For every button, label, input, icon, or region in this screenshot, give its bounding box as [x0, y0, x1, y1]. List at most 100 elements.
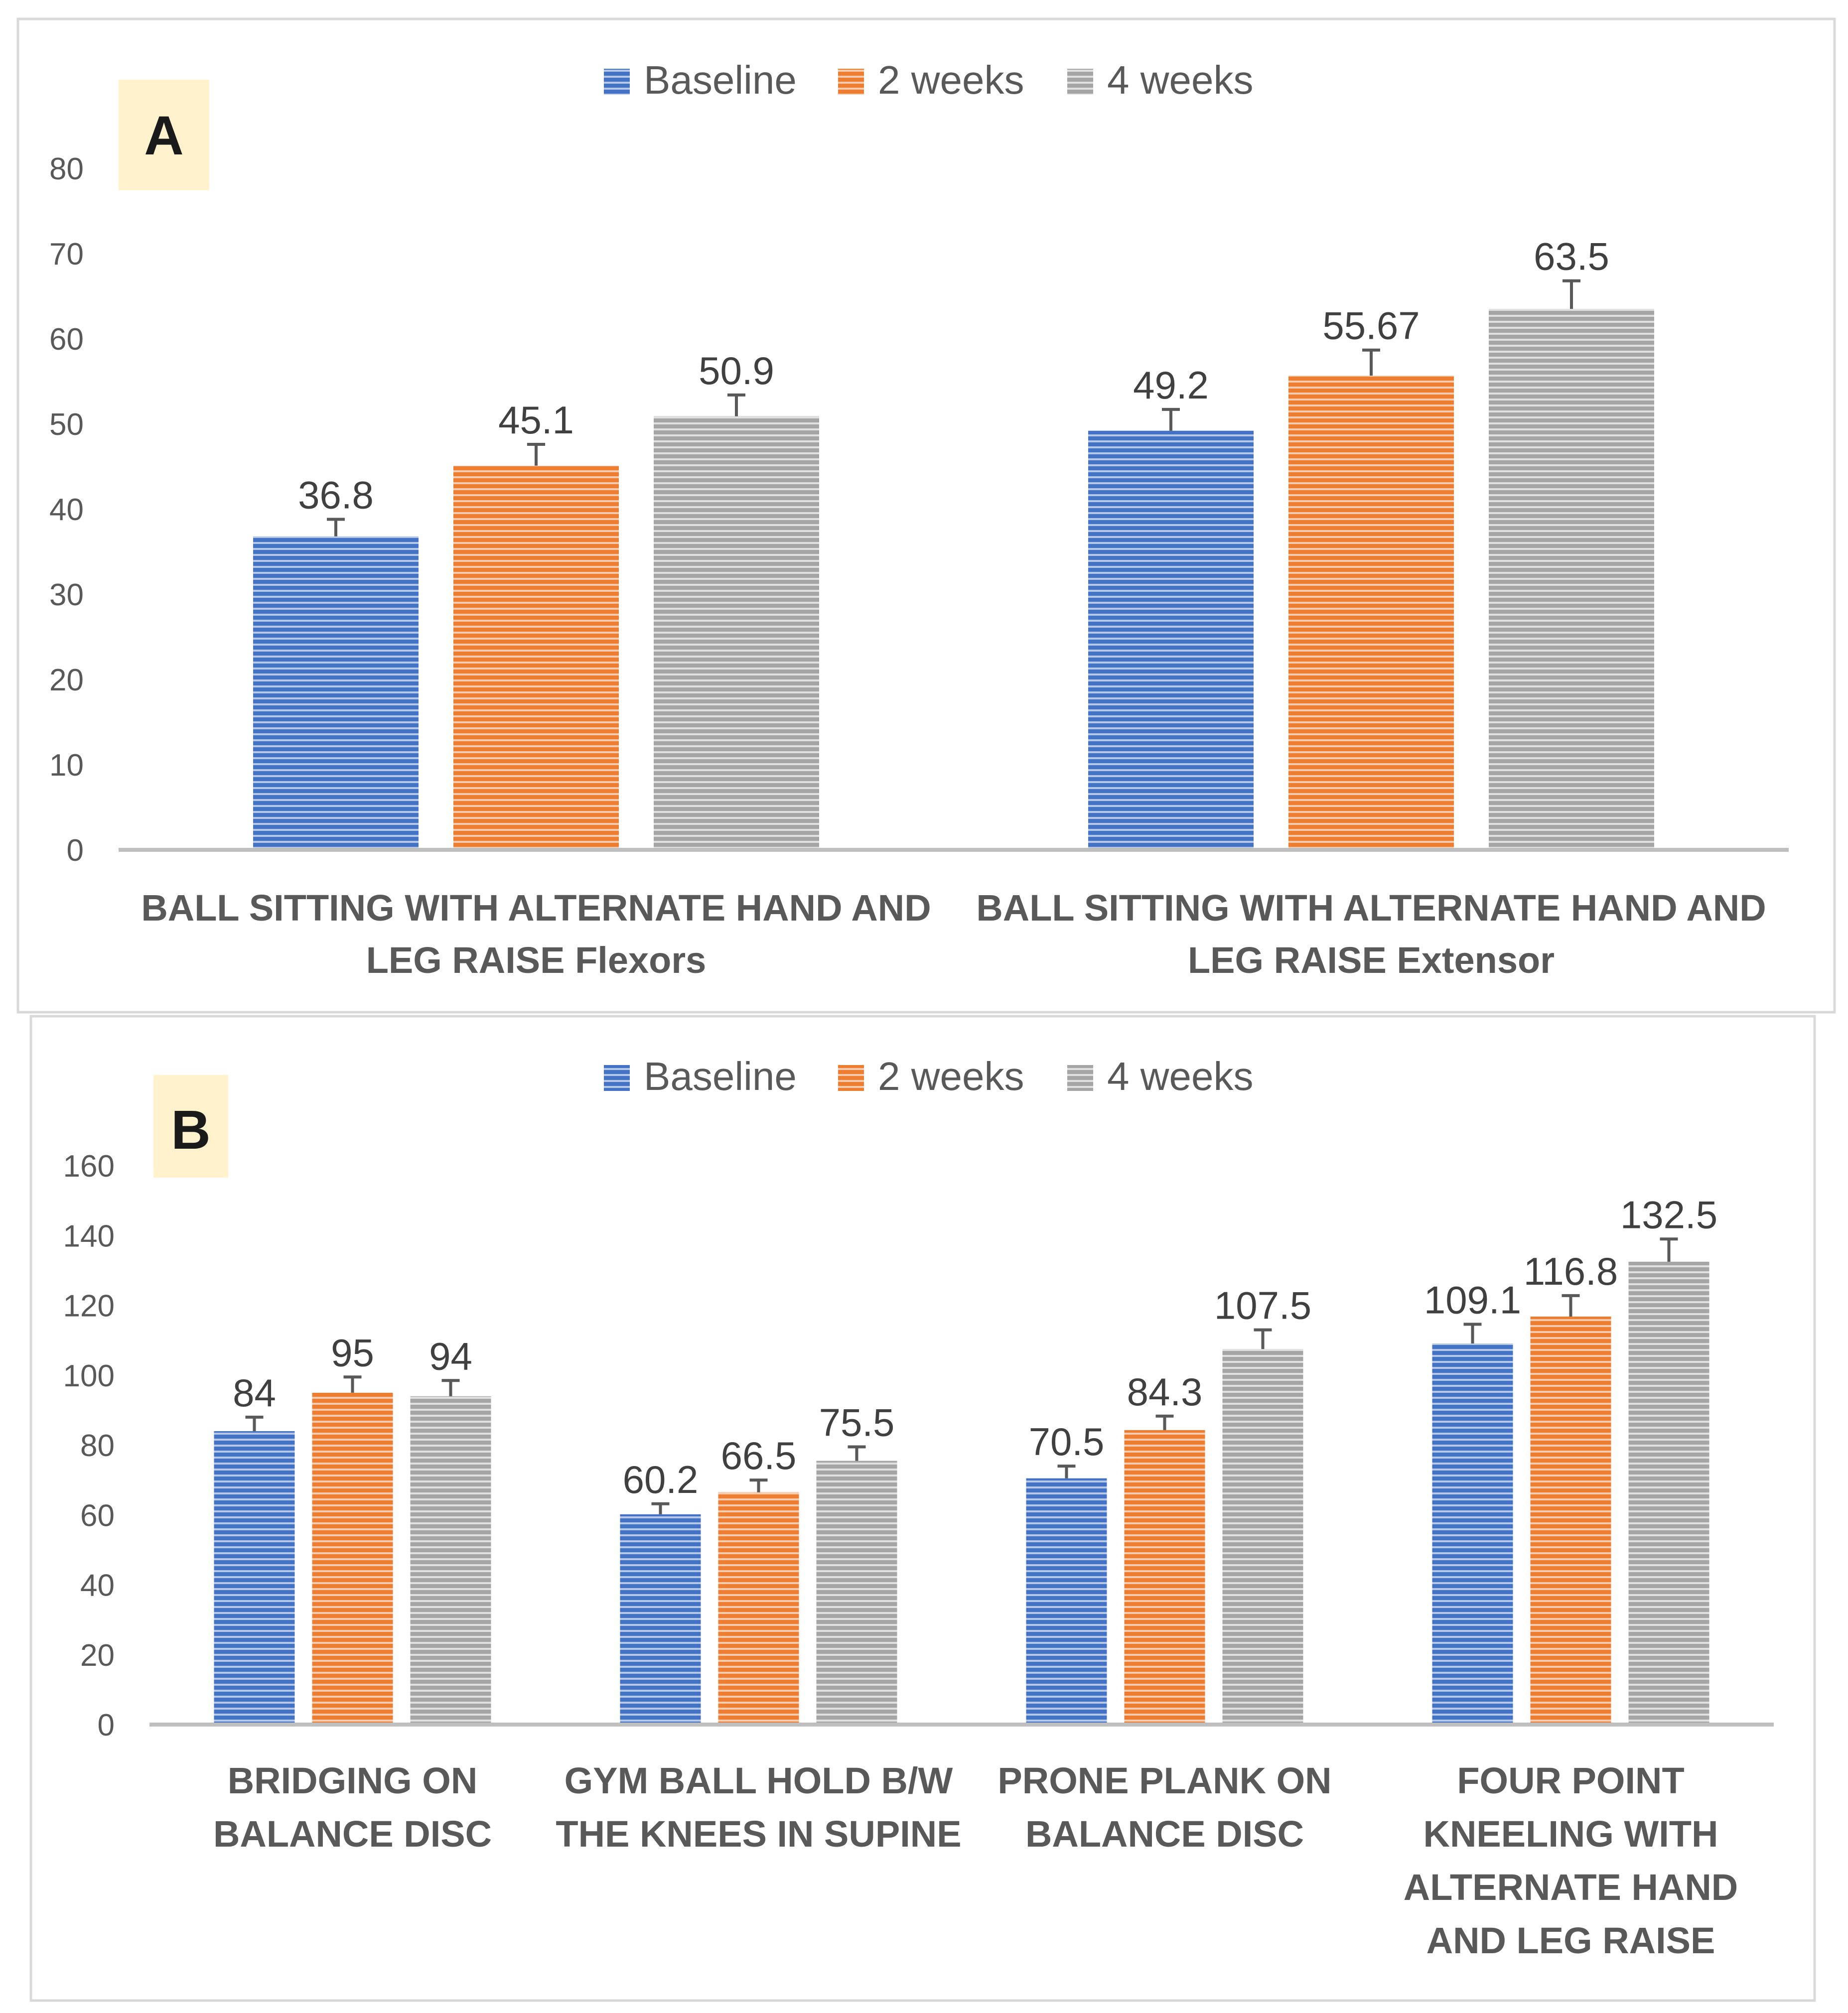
- panel-b-bar-baseline: [1432, 1343, 1513, 1725]
- panel-b-bar-2-weeks: [1124, 1430, 1205, 1725]
- panel-a-data-label: 45.1: [498, 398, 574, 442]
- panel-b-ytick-label: 80: [80, 1429, 115, 1463]
- panel-b-bar-4-weeks: [816, 1461, 897, 1725]
- panel-b-legend-label-2-weeks: 2 weeks: [878, 1054, 1024, 1098]
- panel-b-data-label: 107.5: [1214, 1284, 1311, 1328]
- panel-b-data-label: 84.3: [1127, 1370, 1203, 1414]
- panel-a-data-label: 63.5: [1534, 235, 1609, 278]
- panel-b-category-label: GYM BALL HOLD B/W THE KNEES IN SUPINE: [556, 1760, 961, 1855]
- panel-b-ytick-label: 40: [80, 1569, 115, 1603]
- panel-a-bar-baseline: [1088, 430, 1254, 850]
- panel-a-legend-swatch-4-weeks: [1067, 69, 1093, 95]
- panel-b-ytick-label: 160: [63, 1149, 115, 1184]
- panel-b-bar-4-weeks: [1222, 1349, 1303, 1725]
- panel-b-legend-label-baseline: Baseline: [644, 1054, 797, 1098]
- panel-b-error-bar: [1660, 1237, 1678, 1262]
- panel-b-error-bar: [245, 1415, 264, 1431]
- panel-b-error-bar: [1562, 1294, 1580, 1317]
- panel-b-error-bar: [441, 1379, 460, 1396]
- panel-b-bar-baseline: [1026, 1478, 1107, 1725]
- panel-a-ytick-label: 0: [67, 833, 84, 868]
- panel-b-bar-4-weeks: [410, 1396, 491, 1725]
- panel-b: Baseline 2 weeks 4 weeks B 0 20 40 60 80 100 120…: [29, 1015, 1816, 2002]
- panel-b-bar-baseline: [214, 1431, 295, 1725]
- panel-b-plot: 0 20 40 60 80 100 120 140 160 84 95 94 BRIDGING ON BA…: [63, 1149, 1774, 1961]
- panel-a-legend: Baseline 2 weeks 4 weeks: [604, 58, 1253, 102]
- panel-b-ytick-label: 0: [98, 1708, 115, 1743]
- panel-b-error-bar: [848, 1445, 866, 1461]
- panel-b-bar-2-weeks: [312, 1392, 393, 1725]
- panel-b-label: B: [171, 1099, 210, 1161]
- panel-b-ytick-label: 100: [63, 1359, 115, 1393]
- panel-b-category-label: PRONE PLANK ON BALANCE DISC: [997, 1760, 1331, 1855]
- panel-b-bar-4-weeks: [1628, 1261, 1709, 1725]
- panel-b-category-label: FOUR POINT KNEELING WITH ALTERNATE HAND AND…: [1404, 1760, 1738, 1961]
- panel-a-error-bar: [1162, 407, 1180, 431]
- panel-a-ytick-label: 50: [49, 407, 84, 442]
- panel-b-data-label: 84: [233, 1371, 276, 1415]
- panel-a-category-label: BALL SITTING WITH ALTERNATE HAND AND LEG …: [141, 887, 931, 981]
- panel-b-data-label: 66.5: [721, 1434, 797, 1477]
- panel-a-category-label: BALL SITTING WITH ALTERNATE HAND AND LEG …: [976, 887, 1766, 981]
- panel-a-legend-swatch-2-weeks: [838, 69, 864, 95]
- panel-a-legend-swatch-baseline: [604, 69, 630, 95]
- panel-b-error-bar: [343, 1375, 362, 1393]
- panel-b-data-label: 95: [331, 1331, 374, 1374]
- panel-b-data-label: 94: [429, 1334, 472, 1378]
- panel-a-ytick-label: 40: [49, 493, 84, 527]
- panel-b-ytick-label: 60: [80, 1498, 115, 1533]
- panel-a: Baseline 2 weeks 4 weeks A 0 10 20 30 40 50 60 70…: [16, 17, 1836, 1014]
- panel-a-bar-4-weeks: [1489, 309, 1654, 850]
- panel-a-error-bar: [327, 518, 345, 537]
- panel-a-label: A: [144, 105, 183, 166]
- panel-b-bar-baseline: [620, 1514, 701, 1725]
- panel-b-error-bar: [1057, 1465, 1076, 1478]
- panel-b-label-box: [153, 1075, 228, 1178]
- panel-b-error-bar: [651, 1502, 670, 1514]
- panel-b-data-label: 116.8: [1524, 1249, 1618, 1293]
- panel-a-ytick-label: 20: [49, 663, 84, 697]
- panel-a-bar-4-weeks: [654, 416, 819, 850]
- panel-a-bar-2-weeks: [453, 465, 619, 850]
- panel-b-data-label: 75.5: [819, 1401, 895, 1445]
- panel-b-ytick-label: 120: [63, 1289, 115, 1324]
- panel-b-error-bar: [1254, 1328, 1272, 1349]
- panel-a-legend-label-baseline: Baseline: [644, 58, 797, 102]
- panel-a-error-bar: [727, 393, 745, 416]
- panel-a-error-bar: [1362, 348, 1380, 376]
- panel-b-ytick-label: 140: [63, 1219, 115, 1253]
- panel-a-data-label: 55.67: [1322, 304, 1420, 348]
- panel-b-data-label: 109.1: [1424, 1278, 1521, 1322]
- panel-b-error-bar: [1463, 1323, 1482, 1343]
- panel-a-plot: 0 10 20 30 40 50 60 70 80 36.8 45.1 50.9 BALL SITTIN…: [49, 152, 1789, 981]
- panel-b-data-label: 132.5: [1620, 1193, 1717, 1236]
- panel-b-data-label: 60.2: [623, 1458, 699, 1501]
- panel-b-legend: Baseline 2 weeks 4 weeks: [604, 1054, 1253, 1098]
- panel-b-ytick-label: 20: [80, 1638, 115, 1673]
- panel-b-bar-2-weeks: [1530, 1316, 1611, 1725]
- panel-a-data-label: 36.8: [298, 473, 374, 517]
- panel-a-error-bar: [527, 443, 545, 466]
- panel-a-data-label: 50.9: [699, 349, 774, 393]
- panel-a-bar-baseline: [253, 536, 419, 850]
- panel-b-legend-swatch-2-weeks: [838, 1065, 864, 1091]
- panel-a-ytick-label: 30: [49, 578, 84, 612]
- panel-a-error-bar: [1563, 279, 1580, 309]
- panel-a-legend-label-2-weeks: 2 weeks: [878, 58, 1024, 102]
- panel-a-bar-2-weeks: [1288, 376, 1454, 850]
- panel-b-legend-swatch-4-weeks: [1067, 1065, 1093, 1091]
- panel-b-legend-label-4-weeks: 4 weeks: [1107, 1054, 1253, 1098]
- panel-a-ytick-label: 60: [49, 322, 84, 357]
- panel-b-error-bar: [1155, 1414, 1174, 1430]
- panel-a-ytick-label: 10: [49, 748, 84, 783]
- panel-b-error-bar: [749, 1478, 768, 1492]
- panel-a-label-box: [119, 80, 209, 190]
- panel-a-ytick-label: 70: [49, 237, 84, 271]
- panel-a-ytick-label: 80: [49, 152, 84, 186]
- panel-b-data-label: 70.5: [1029, 1420, 1105, 1464]
- panel-b-category-label: BRIDGING ON BALANCE DISC: [213, 1760, 492, 1855]
- panel-b-legend-swatch-baseline: [604, 1065, 630, 1091]
- panel-a-legend-label-4-weeks: 4 weeks: [1107, 58, 1253, 102]
- panel-a-data-label: 49.2: [1133, 363, 1209, 407]
